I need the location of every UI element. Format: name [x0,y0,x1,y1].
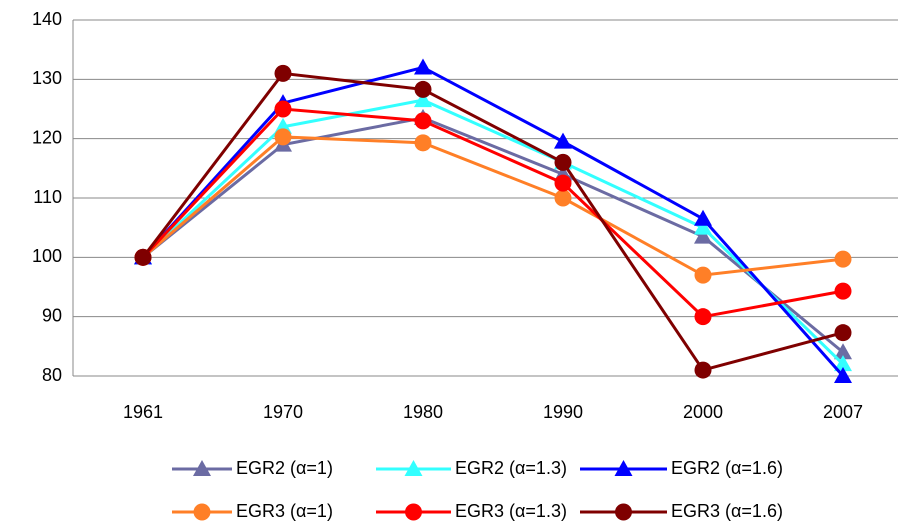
data-point [414,134,432,152]
data-point [834,367,852,383]
data-point [694,361,712,379]
y-tick-label: 90 [42,305,62,325]
series-line [141,98,845,366]
data-point [554,189,572,207]
legend-label: EGR2 (α=1) [236,458,333,478]
data-point [834,355,852,372]
legend-marker [404,460,423,476]
legend-label: EGR3 (α=1.3) [455,501,567,521]
x-tick-label: 2007 [823,402,863,422]
series-line [141,65,845,377]
series-line [142,116,844,354]
legend-label: EGR2 (α=1.6) [671,458,783,478]
y-tick-label: 80 [42,365,62,385]
data-point [834,343,852,360]
legend-marker [193,503,211,521]
y-tick-label: 110 [33,187,62,207]
series-line [142,135,844,277]
data-point [554,153,572,171]
data-point [834,282,852,300]
y-tick-label: 140 [32,9,62,29]
legend-label: EGR3 (α=1.6) [671,501,783,521]
x-tick-label: 1990 [543,402,583,422]
data-point [414,112,432,130]
data-point [134,248,152,266]
legend-marker [193,460,211,476]
data-point [554,174,572,192]
data-point [694,308,712,326]
legend-marker [614,460,633,476]
data-point [414,91,432,108]
data-point [694,218,712,235]
legend-label: EGR3 (α=1) [236,501,333,521]
data-point [694,266,712,284]
data-point [274,128,292,146]
data-point [694,227,712,244]
data-point [554,132,572,149]
legend-marker [615,503,632,521]
y-tick-label: 100 [32,246,62,266]
y-tick-label: 130 [32,68,62,88]
y-tick-label: 120 [32,127,62,147]
series-line [141,107,844,319]
series-line [141,71,844,372]
x-tick-label: 1980 [403,402,443,422]
data-point [694,209,712,226]
data-point [834,250,852,268]
x-tick-label: 2000 [683,402,723,422]
legend-marker [405,503,422,521]
x-tick-label: 1961 [123,402,163,422]
x-tick-label: 1970 [263,402,303,422]
data-point [274,100,292,118]
data-point [834,324,852,342]
data-point [414,80,432,98]
data-point [274,64,292,82]
data-point [414,58,432,75]
legend-label: EGR2 (α=1.3) [455,458,567,478]
